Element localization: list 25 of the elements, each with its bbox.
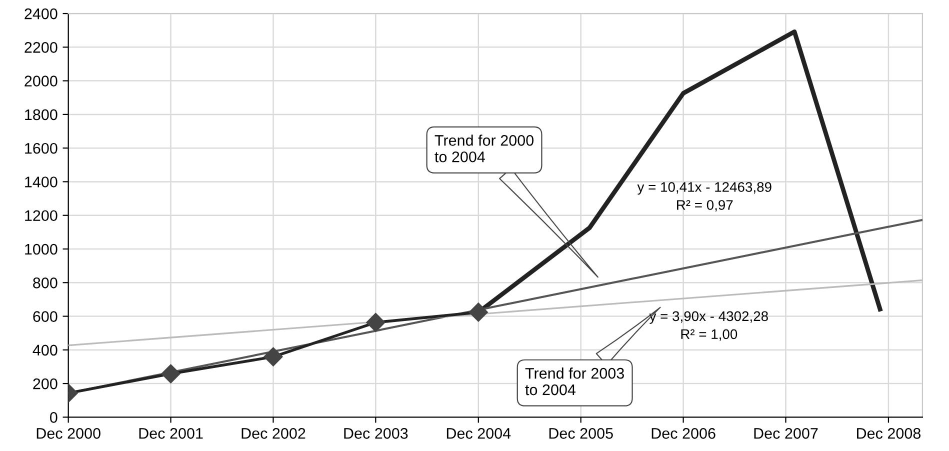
x-tick-label: Dec 2003 [344, 428, 408, 439]
x-tick-label: Dec 2007 [754, 428, 818, 439]
y-tick-label: 1200 [25, 210, 58, 222]
y-tick-label: 2400 [24, 8, 58, 20]
x-tick-label: Dec 2002 [242, 428, 306, 439]
y-tick-label: 200 [33, 378, 58, 390]
y-tick-label: 0 [50, 412, 58, 423]
y-tick-label: 1800 [25, 109, 58, 120]
y-tick-label: 1600 [25, 142, 58, 154]
y-tick-label: 800 [33, 277, 58, 288]
y-tick-label: 2000 [24, 76, 58, 86]
y-tick-label: 1400 [25, 176, 58, 188]
annotation: y = 10,41x - 12463,89 R² = 0,97 [637, 182, 772, 212]
x-tick-label: Dec 2004 [446, 428, 511, 439]
x-tick-label: Dec 2000 [36, 428, 100, 439]
x-tick-label: Dec 2001 [139, 428, 203, 439]
y-tick-label: 600 [33, 311, 58, 322]
y-tick-label: 2200 [24, 42, 58, 53]
y-tick-label: 1000 [25, 244, 58, 255]
annotation: Trend for 2000 to 2004 [434, 134, 534, 162]
annotation: Trend for 2003 to 2004 [525, 368, 624, 396]
x-tick-label: Dec 2008 [857, 428, 921, 439]
x-tick-label: Dec 2005 [549, 428, 613, 439]
y-tick-label: 400 [32, 344, 58, 356]
x-tick-label: Dec 2006 [652, 428, 716, 439]
